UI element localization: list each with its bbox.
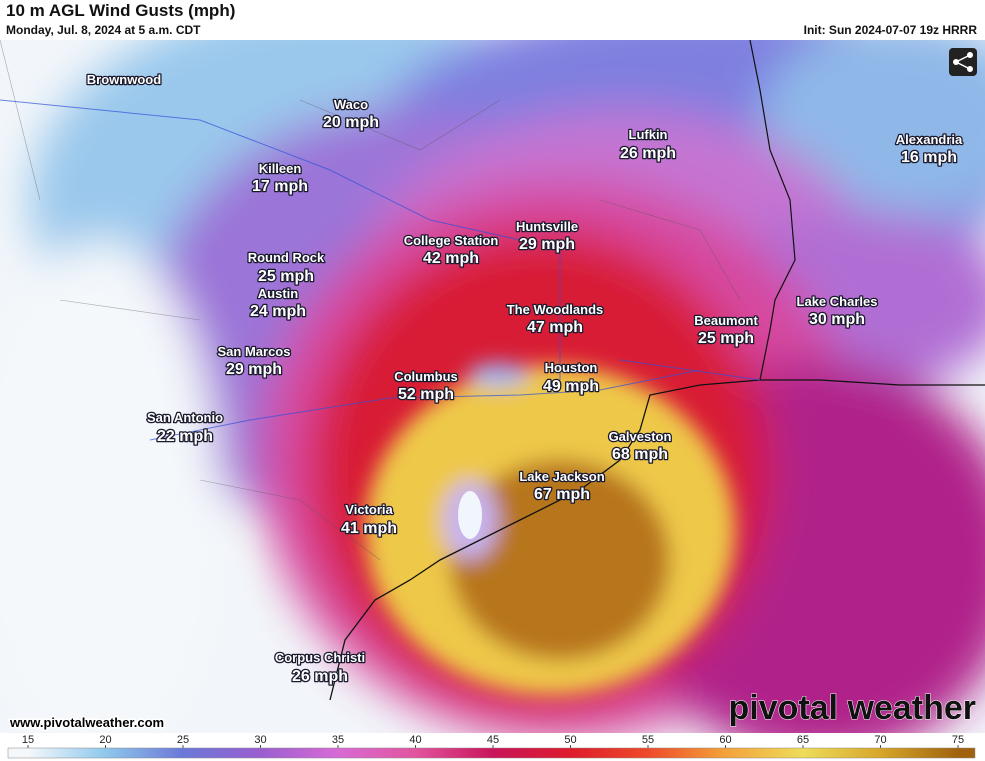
city-gust: 41 mph <box>341 520 397 537</box>
colorbar-tick-label: 30 <box>254 734 266 746</box>
city-name: Galveston <box>609 429 672 444</box>
website: www.pivotalweather.com <box>9 715 164 730</box>
init-time: Init: Sun 2024-07-07 19z HRRR <box>804 23 978 37</box>
colorbar-tick-label: 60 <box>719 734 731 746</box>
city-gust: 24 mph <box>250 303 306 320</box>
city-name: The Woodlands <box>507 302 604 317</box>
colorbar-tick-label: 25 <box>177 734 189 746</box>
city-name: Lufkin <box>629 127 668 142</box>
subtitle: Monday, Jul. 8, 2024 at 5 a.m. CDT <box>6 23 201 37</box>
city-name: Killeen <box>259 161 302 176</box>
city-name: Columbus <box>394 369 458 384</box>
share-button[interactable] <box>949 48 977 76</box>
colorbar-tick-label: 75 <box>952 734 964 746</box>
city-name: Beaumont <box>694 313 758 328</box>
city-gust: 68 mph <box>612 446 668 463</box>
colorbar-tick-label: 45 <box>487 734 499 746</box>
city-name: Houston <box>545 360 598 375</box>
city-name: Austin <box>258 286 299 301</box>
city-name: Brownwood <box>87 72 161 87</box>
city-gust: 26 mph <box>620 145 676 162</box>
colorbar-tick-label: 35 <box>332 734 344 746</box>
city-gust: 17 mph <box>252 178 308 195</box>
city-name: Alexandria <box>896 132 963 147</box>
city-gust: 25 mph <box>698 330 754 347</box>
city-gust: 42 mph <box>423 250 479 267</box>
colorbar: 15 20 25 30 35 40 45 50 55 60 65 70 75 <box>7 734 976 759</box>
colorbar-tick-label: 50 <box>564 734 576 746</box>
city-name: Waco <box>334 97 368 112</box>
colorbar-scale <box>7 747 976 759</box>
colorbar-tick-label: 20 <box>99 734 111 746</box>
city-gust: 47 mph <box>527 319 583 336</box>
city-gust: 22 mph <box>157 428 213 445</box>
logo: pivotal weather <box>728 689 976 727</box>
city-name: San Antonio <box>147 410 223 425</box>
colorbar-tick-label: 15 <box>22 734 34 746</box>
title: 10 m AGL Wind Gusts (mph) <box>6 1 235 20</box>
city-name: Huntsville <box>516 219 578 234</box>
city-name: Lake Jackson <box>519 469 604 484</box>
city-gust: 67 mph <box>534 486 590 503</box>
city-gust: 52 mph <box>398 386 454 403</box>
city-name: Round Rock <box>248 250 325 265</box>
city-gust: 29 mph <box>519 236 575 253</box>
city-gust: 20 mph <box>323 114 379 131</box>
city-gust: 26 mph <box>292 668 348 685</box>
city-name: Corpus Christi <box>275 650 365 665</box>
city-gust: 25 mph <box>258 268 314 285</box>
city-name: San Marcos <box>218 344 291 359</box>
city-name: Victoria <box>345 502 393 517</box>
city-gust: 16 mph <box>901 149 957 166</box>
colorbar-tick-label: 65 <box>797 734 809 746</box>
colorbar-tick-label: 70 <box>874 734 886 746</box>
city-gust: 30 mph <box>809 311 865 328</box>
city-name: College Station <box>404 233 499 248</box>
colorbar-tick-label: 40 <box>409 734 421 746</box>
colorbar-tick-label: 55 <box>642 734 654 746</box>
city-name: Lake Charles <box>797 294 878 309</box>
city-gust: 29 mph <box>226 361 282 378</box>
city-labels: Brownwood Waco 20 mph Killeen 17 mph Luf… <box>86 71 965 687</box>
city-gust: 49 mph <box>543 378 599 395</box>
